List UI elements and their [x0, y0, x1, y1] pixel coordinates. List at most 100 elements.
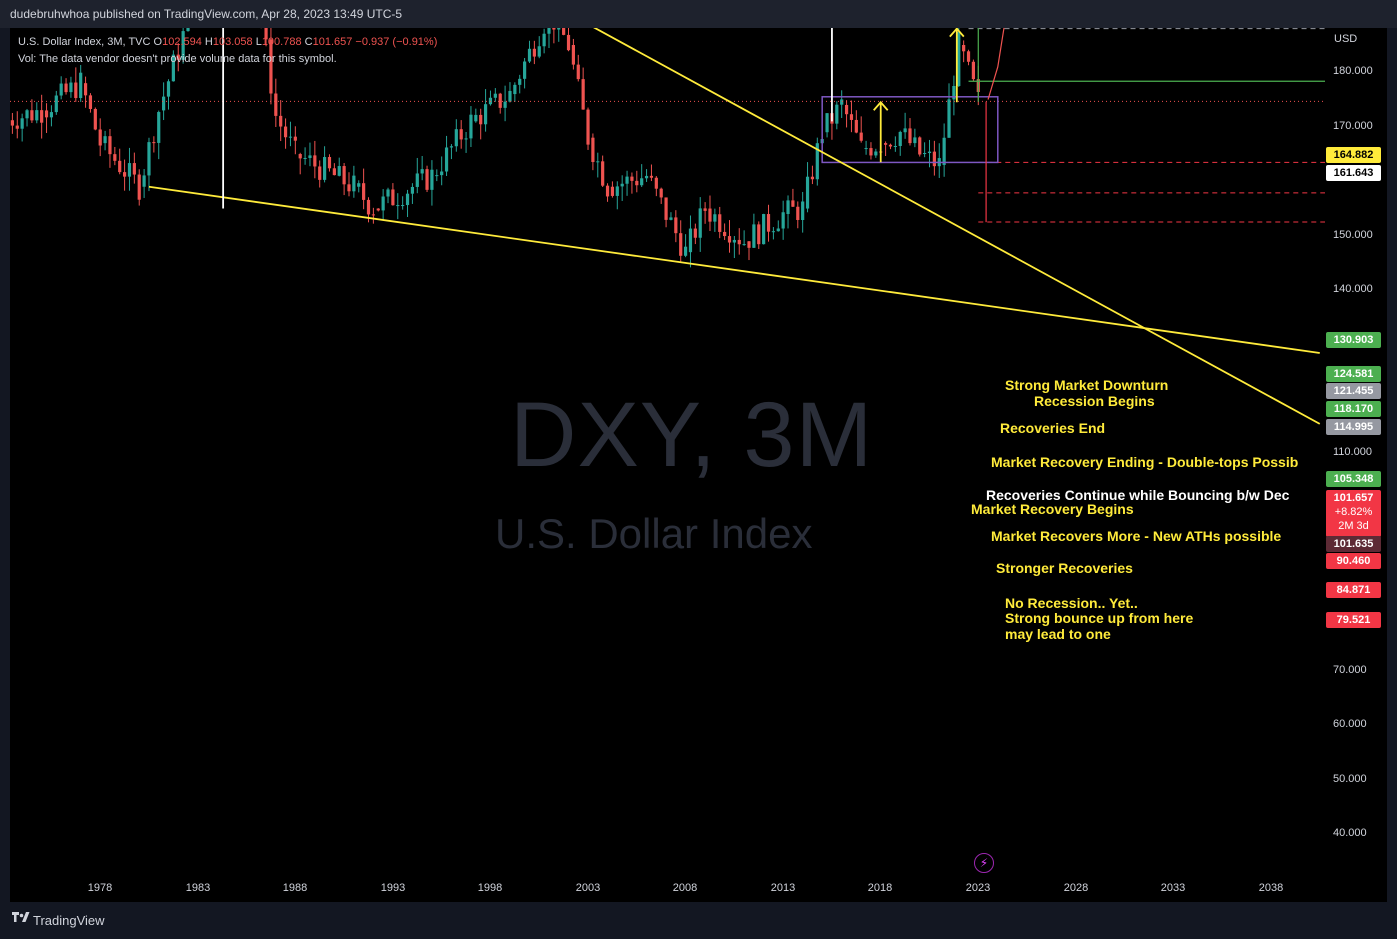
currency-label[interactable]: USD — [1334, 33, 1358, 45]
candle-body — [176, 54, 180, 60]
annotation-recession-begins[interactable]: Recession Begins — [1034, 393, 1155, 409]
annotation-stronger-recoveries[interactable]: Stronger Recoveries — [996, 560, 1133, 576]
price-label-90: 90.460 — [1326, 553, 1381, 569]
candle-body — [713, 214, 717, 222]
candle-body — [327, 157, 332, 169]
candle-body — [313, 155, 317, 167]
candle-body — [625, 176, 629, 184]
candle-body — [142, 175, 146, 187]
candle-body — [801, 201, 805, 220]
tradingview-logo-icon[interactable] — [12, 911, 30, 927]
candle-body — [742, 244, 746, 246]
candle-body — [752, 224, 756, 248]
candle-body — [615, 186, 619, 196]
candle-body — [283, 126, 288, 138]
legend-l-label: L — [255, 36, 262, 48]
time-tick: 1978 — [87, 882, 113, 894]
price-tick: 40.000 — [1333, 827, 1367, 839]
candle-body — [342, 166, 346, 185]
price-label-124: 124.581 — [1326, 366, 1381, 382]
time-tick: 2018 — [867, 882, 893, 894]
annotation-strong-bounce[interactable]: Strong bounce up from here — [1005, 610, 1194, 626]
candle-body — [122, 172, 127, 177]
candle-body — [186, 28, 190, 32]
candle-body — [103, 136, 107, 144]
price-label-121: 121.455 — [1326, 383, 1381, 399]
watermark-symbol: DXY, 3M — [510, 384, 874, 486]
annotation-recoveries-end[interactable]: Recoveries End — [1000, 420, 1106, 436]
candle-body — [405, 193, 410, 206]
candle-body — [927, 151, 932, 154]
candle-body — [64, 83, 68, 93]
candle-body — [479, 114, 483, 125]
candle-body — [483, 104, 488, 125]
candle-body — [74, 82, 78, 99]
axis-corner — [1325, 875, 1387, 902]
candle-body — [162, 96, 166, 111]
candle-body — [79, 72, 83, 99]
chart-plot-area[interactable]: DXY, 3M U.S. Dollar Index — [10, 28, 1325, 875]
candle-body — [518, 78, 522, 85]
candle-body — [352, 175, 356, 192]
candle-body — [166, 81, 171, 97]
candle-body — [581, 79, 585, 110]
price-tick: 140.000 — [1333, 283, 1373, 295]
candle-body — [952, 86, 956, 100]
time-tick: 1983 — [185, 882, 211, 894]
candle-body — [791, 200, 795, 207]
candle-body — [542, 33, 546, 47]
price-tick: 70.000 — [1333, 664, 1367, 676]
annotation-strong-downturn[interactable]: Strong Market Downturn — [1005, 377, 1169, 393]
candle-body — [537, 46, 541, 57]
candle-body — [288, 136, 293, 138]
candle-body — [513, 84, 517, 95]
candle-body — [859, 132, 863, 141]
annotation-recovery-begins[interactable]: Market Recovery Begins — [971, 501, 1134, 517]
candle-body — [415, 173, 419, 187]
annotation-no-recession[interactable]: No Recession.. Yet.. — [1005, 595, 1138, 611]
time-tick: 2013 — [770, 882, 796, 894]
candle-body — [10, 120, 14, 126]
candle-body — [918, 137, 922, 155]
candle-body — [805, 176, 810, 209]
time-axis[interactable] — [10, 875, 1325, 902]
candle-body — [971, 61, 976, 80]
candle-body — [113, 154, 117, 161]
candle-body — [932, 151, 936, 167]
candle-body — [825, 113, 829, 133]
candle-body — [659, 188, 663, 198]
annotation-recovery-ending[interactable]: Market Recovery Ending - Double-tops Pos… — [991, 454, 1299, 470]
candle-body — [557, 28, 561, 30]
candle-body — [88, 95, 93, 109]
annotation-recovers-more[interactable]: Market Recovers More - New ATHs possible — [991, 528, 1282, 544]
price-label-105: 105.348 — [1326, 471, 1381, 487]
candle-body — [410, 186, 415, 194]
annotation-may-lead[interactable]: may lead to one — [1005, 626, 1111, 642]
legend-symbol: U.S. Dollar Index, 3M, TVC — [18, 36, 151, 48]
legend-ohlc: U.S. Dollar Index, 3M, TVC O102.594 H103… — [18, 36, 437, 48]
candle-body — [674, 217, 678, 234]
candle-body — [459, 129, 463, 140]
lower-trendline — [148, 185, 1320, 354]
range-box — [821, 96, 999, 164]
time-tick: 2028 — [1063, 882, 1089, 894]
lightning-icon[interactable]: ⚡ — [974, 853, 994, 873]
candle-body — [30, 110, 34, 121]
candle-body — [874, 151, 878, 156]
candle-body — [893, 145, 897, 147]
publisher-line: dudebruhwhoa published on TradingView.co… — [10, 7, 403, 21]
candle-body — [171, 54, 175, 82]
candle-body — [464, 138, 468, 140]
annotation-recoveries-continue[interactable]: Recoveries Continue while Bouncing b/w D… — [986, 487, 1290, 503]
time-tick: 2038 — [1258, 882, 1284, 894]
price-label-84: 84.871 — [1326, 582, 1381, 598]
candle-body — [844, 104, 849, 115]
candle-body — [396, 205, 400, 207]
candle-body — [923, 153, 927, 155]
candle-body — [854, 119, 858, 133]
chart-svg — [10, 28, 1325, 425]
legend-change: −0.937 (−0.91%) — [355, 36, 438, 48]
candle-body — [732, 239, 736, 243]
tradingview-brand[interactable]: TradingView — [33, 913, 105, 928]
price-tick: 170.000 — [1333, 120, 1373, 132]
